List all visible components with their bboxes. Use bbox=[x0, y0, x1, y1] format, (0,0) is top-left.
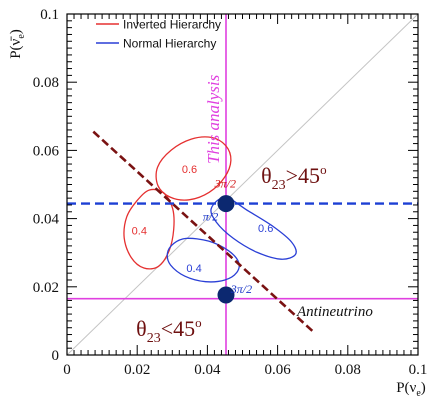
y-tick-label: 0 bbox=[52, 348, 60, 364]
theta-upper-label-degree: o bbox=[320, 162, 327, 177]
text-layer: 0.6 0.4 0.6 0.4 0 0.02 0.04 0.06 0.08 0.1 0 0.02 0.0… bbox=[8, 7, 427, 399]
this-analysis-label: This analysis bbox=[204, 74, 223, 164]
y-tick-label: 0.1 bbox=[40, 7, 59, 23]
phase-label: π/2 bbox=[203, 209, 218, 223]
contour-inverted-04 bbox=[123, 188, 175, 270]
contour-normal-04 bbox=[166, 237, 240, 283]
contour-inverted-06 bbox=[155, 136, 232, 201]
frame-layer bbox=[66, 13, 419, 356]
theta-lower-label: θ23<45o bbox=[136, 315, 201, 346]
contour-normal-06 bbox=[210, 196, 297, 260]
y-tick-label: 0.06 bbox=[33, 143, 60, 159]
marker-point-1 bbox=[217, 195, 235, 213]
x-tick-label: 0.02 bbox=[124, 362, 150, 378]
phase-label: 3π/2 bbox=[214, 177, 236, 191]
theta-upper-label-symbol: θ bbox=[261, 163, 272, 188]
phase-label: 3π/2 bbox=[230, 282, 252, 296]
theta-upper-label-subscript: 23 bbox=[272, 178, 286, 193]
antineutrino-line bbox=[92, 130, 316, 334]
contour-label: 0.6 bbox=[258, 223, 273, 235]
legend-label: Inverted Hierarchy bbox=[123, 18, 221, 32]
theta-upper-label: θ23>45o bbox=[261, 162, 326, 193]
y-tick-label: 0.08 bbox=[33, 75, 59, 91]
y-axis-label-part: ) bbox=[8, 29, 24, 34]
y-axis-label-part: P(ν̄ bbox=[8, 36, 24, 59]
theta-lower-label-subscript: 23 bbox=[147, 331, 161, 346]
x-tick-label: 0.04 bbox=[194, 362, 221, 378]
theta-lower-label-degree: o bbox=[195, 315, 202, 330]
theta-lower-label-symbol: θ bbox=[136, 316, 147, 341]
legend-label: Normal Hierarchy bbox=[123, 37, 216, 51]
x-axis-label-part: P(ν bbox=[396, 380, 416, 396]
antineutrino-label: Antineutrino bbox=[296, 304, 373, 320]
contour-label: 0.6 bbox=[182, 164, 197, 176]
x-axis-label-part: ) bbox=[421, 380, 426, 396]
contour-label: 0.4 bbox=[132, 226, 147, 238]
plot-area bbox=[66, 13, 419, 356]
x-axis-label-subscript: e bbox=[416, 388, 421, 399]
marker-point-2 bbox=[217, 286, 235, 304]
contour-label: 0.4 bbox=[186, 263, 201, 275]
x-tick-label: 0.1 bbox=[409, 362, 428, 378]
x-axis-label: P(νe) bbox=[396, 380, 426, 399]
x-tick-label: 0.08 bbox=[335, 362, 361, 378]
x-tick-label: 0.06 bbox=[264, 362, 291, 378]
theta-upper-label-relation: >45 bbox=[286, 163, 320, 188]
y-axis-label-subscript: e bbox=[16, 34, 27, 39]
x-tick-label: 0 bbox=[63, 362, 71, 378]
y-tick-label: 0.04 bbox=[33, 212, 60, 228]
y-axis-label: P(ν̄e) bbox=[8, 29, 27, 59]
theta-lower-label-relation: <45 bbox=[161, 316, 195, 341]
y-tick-label: 0.02 bbox=[33, 280, 59, 296]
